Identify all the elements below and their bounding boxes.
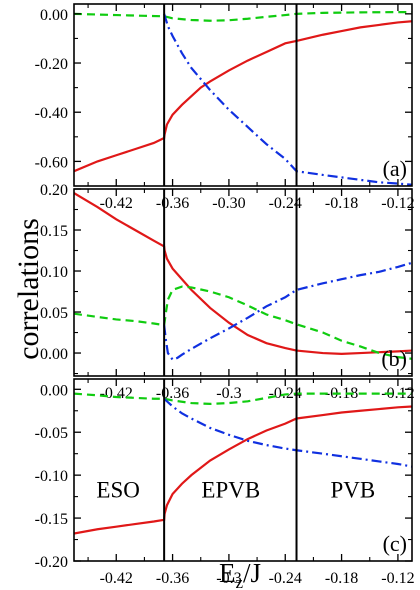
x-tick-label: -0.36 [156,570,189,587]
y-tick-label: 0.00 [40,346,68,363]
x-tick-label: -0.18 [325,385,358,402]
panel-1: -0.42 -0.36 -0.3 -0.24 -0.18 -0.12 0.00 0.05 0.1… [40,182,415,402]
series-line-2 [163,397,412,468]
x-axis-label: Ez/J [219,558,261,590]
y-tick-label: 0.00 [40,382,68,399]
plot-frame [73,378,413,562]
x-tick-label: -0.42 [100,385,133,402]
series-line-1 [74,285,412,360]
panel-0: -0.42 -0.36 -0.30 -0.24 -0.18 -0.12 0.00 -0.20 -… [35,3,415,212]
panel-2: -0.42 -0.36 -0.3 -0.24 -0.18 -0.12 0.00 -0.05 -0… [35,378,415,587]
series-line-2 [163,261,412,361]
x-tick-label: -0.36 [156,195,189,212]
x-tick-label: -0.12 [381,195,414,212]
series-line-1 [74,11,412,22]
region-label: PVB [330,478,375,503]
x-tick-label: -0.30 [212,195,245,212]
x-tick-label: -0.18 [325,570,358,587]
x-tick-label: -0.42 [100,195,133,212]
series-group [74,392,412,535]
y-tick-label: -0.60 [35,154,68,171]
plot-frame [73,188,413,377]
series-line-0 [74,405,412,535]
y-tick-label: 0.05 [40,305,68,322]
x-tick-label: -0.12 [381,570,414,587]
y-tick-label: 0.15 [40,223,68,240]
series-line-0 [74,192,412,355]
x-axis-label-sub: z [235,573,243,590]
x-tick-label: -0.18 [325,195,358,212]
y-tick-label: 0.10 [40,264,68,281]
y-tick-label: 0.00 [40,7,68,24]
y-axis-label: correlations [12,218,45,360]
plot-frame [73,3,413,187]
x-tick-label: -0.3 [216,385,241,402]
y-tick-label: 0.20 [40,182,68,199]
y-tick-label: -0.20 [35,554,68,571]
panel-label: (a) [383,156,407,181]
series-group [74,11,412,186]
x-tick-label: -0.24 [269,570,302,587]
series-line-2 [163,13,412,186]
x-tick-label: -0.24 [269,195,302,212]
panel-label: (c) [383,531,407,556]
panels: -0.42 -0.36 -0.30 -0.24 -0.18 -0.120.00-0.20-… [35,3,415,587]
x-axis-label-tail: /J [243,558,261,588]
x-tick-label: -0.42 [100,570,133,587]
y-tick-label: -0.20 [35,56,68,73]
x-tick-label: -0.3 [216,570,241,587]
panel-label: (b) [381,346,407,371]
y-tick-label: -0.40 [35,105,68,122]
x-axis-label-main: E [219,558,236,588]
y-tick-label: -0.05 [35,425,68,442]
y-tick-label: -0.15 [35,511,68,528]
region-label: EPVB [201,478,260,503]
y-tick-label: -0.10 [35,468,68,485]
series-line-0 [74,20,412,173]
region-label: ESO [96,478,139,503]
series-group [74,192,412,361]
